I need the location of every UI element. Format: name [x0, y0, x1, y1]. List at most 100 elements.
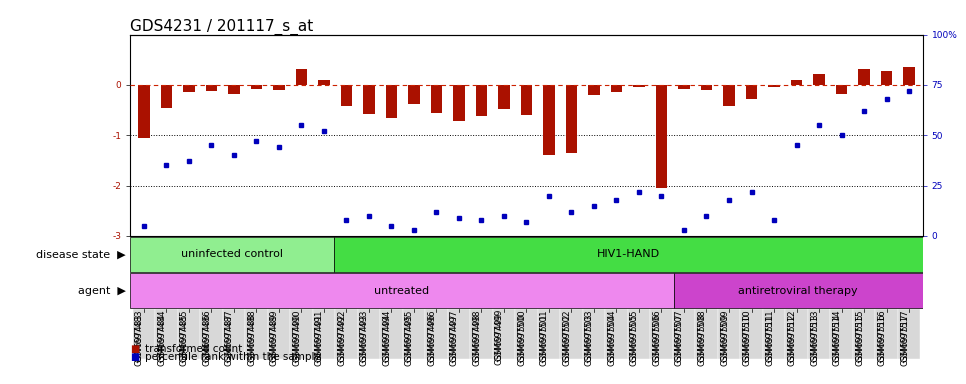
Text: GSM697505: GSM697505	[630, 309, 639, 362]
Bar	[566, 85, 577, 153]
Bar	[206, 85, 217, 91]
Text: GSM697490: GSM697490	[293, 309, 301, 362]
Bar	[897, 309, 921, 359]
Bar	[768, 85, 780, 88]
Text: GSM697516: GSM697516	[877, 313, 887, 366]
Bar	[470, 309, 493, 359]
Text: GSM697500: GSM697500	[518, 313, 526, 366]
Text: GSM697512: GSM697512	[787, 313, 797, 366]
Text: GSM697493: GSM697493	[360, 313, 369, 366]
Bar	[853, 309, 875, 359]
Text: uninfected control: uninfected control	[182, 249, 283, 259]
Bar	[515, 309, 538, 359]
Text: GSM697503: GSM697503	[585, 309, 594, 362]
Bar	[273, 85, 285, 90]
Text: antiretroviral therapy: antiretroviral therapy	[738, 286, 858, 296]
Bar	[290, 309, 313, 359]
Text: agent  ▶: agent ▶	[77, 286, 126, 296]
Text: GSM697484: GSM697484	[157, 309, 166, 362]
Bar	[859, 69, 869, 85]
Text: GSM697493: GSM697493	[360, 309, 369, 362]
Text: GSM697503: GSM697503	[585, 313, 594, 366]
Text: GSM697487: GSM697487	[225, 313, 234, 366]
Text: GSM697516: GSM697516	[877, 309, 887, 362]
Text: GSM697508: GSM697508	[697, 313, 706, 366]
Bar	[582, 309, 606, 359]
Bar	[740, 309, 763, 359]
Text: GSM697487: GSM697487	[225, 309, 234, 362]
Text: HIV1-HAND: HIV1-HAND	[597, 249, 660, 259]
Bar	[678, 85, 690, 89]
Bar	[672, 309, 696, 359]
Bar	[313, 309, 335, 359]
Bar	[493, 309, 515, 359]
Text: GSM697494: GSM697494	[383, 309, 391, 362]
Text: GSM697510: GSM697510	[743, 309, 752, 362]
Bar	[245, 309, 268, 359]
Text: GSM697508: GSM697508	[697, 309, 706, 362]
Text: GSM697506: GSM697506	[652, 313, 662, 366]
Text: GSM697517: GSM697517	[900, 313, 909, 366]
Bar	[296, 69, 307, 85]
Bar	[656, 85, 668, 188]
Bar	[543, 85, 554, 156]
Text: GSM697489: GSM697489	[270, 309, 279, 362]
Text: GSM697489: GSM697489	[270, 313, 279, 366]
Text: GSM697483: GSM697483	[135, 309, 144, 362]
Bar	[363, 85, 375, 114]
Bar	[335, 309, 357, 359]
Text: GSM697505: GSM697505	[630, 313, 639, 366]
Bar	[718, 309, 740, 359]
Bar	[701, 85, 712, 90]
Text: GSM697514: GSM697514	[833, 309, 841, 362]
Bar	[425, 309, 447, 359]
Bar	[588, 85, 600, 95]
Bar	[724, 85, 734, 106]
Text: GSM697491: GSM697491	[315, 313, 324, 366]
Text: GSM697486: GSM697486	[203, 313, 212, 366]
Bar	[409, 85, 419, 104]
Bar	[156, 309, 178, 359]
Bar	[498, 85, 510, 109]
Text: GSM697496: GSM697496	[428, 309, 437, 362]
Bar	[130, 237, 334, 272]
Text: GSM697511: GSM697511	[765, 309, 774, 362]
Bar	[268, 309, 290, 359]
Bar	[385, 85, 397, 118]
Bar	[650, 309, 672, 359]
Text: GSM697491: GSM697491	[315, 309, 324, 362]
Bar	[228, 85, 240, 94]
Text: GSM697495: GSM697495	[405, 313, 414, 366]
Bar	[160, 85, 172, 108]
Bar	[453, 85, 465, 121]
Bar	[178, 309, 200, 359]
Bar	[132, 309, 156, 359]
Text: GSM697486: GSM697486	[203, 309, 212, 362]
Text: GSM697513: GSM697513	[810, 309, 819, 362]
Bar	[634, 85, 644, 88]
Text: GSM697512: GSM697512	[787, 309, 797, 362]
Bar	[611, 85, 622, 93]
Bar	[538, 309, 560, 359]
Bar	[606, 309, 628, 359]
Text: GSM697498: GSM697498	[472, 309, 481, 362]
Text: transformed count: transformed count	[145, 344, 242, 354]
Bar	[628, 309, 650, 359]
Bar	[447, 309, 470, 359]
Bar	[130, 273, 673, 308]
Text: GSM697515: GSM697515	[855, 313, 864, 366]
Text: GSM697485: GSM697485	[180, 313, 189, 366]
Bar	[403, 309, 425, 359]
Text: GSM697500: GSM697500	[518, 309, 526, 362]
Text: GSM697513: GSM697513	[810, 313, 819, 366]
Text: GSM697498: GSM697498	[472, 313, 481, 366]
Text: GSM697497: GSM697497	[450, 309, 459, 362]
Bar	[521, 85, 532, 115]
Text: GSM697496: GSM697496	[428, 313, 437, 366]
Bar	[357, 309, 381, 359]
Bar	[881, 71, 893, 85]
Bar	[138, 85, 150, 138]
Bar	[319, 80, 329, 85]
Text: GDS4231 / 201117_s_at: GDS4231 / 201117_s_at	[130, 18, 314, 35]
Text: GSM697499: GSM697499	[495, 313, 504, 366]
